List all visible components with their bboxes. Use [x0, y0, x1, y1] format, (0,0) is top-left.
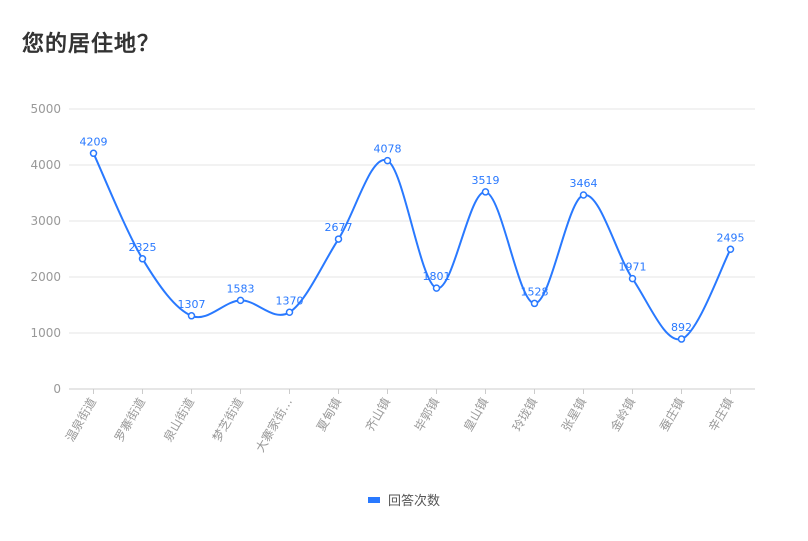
data-label: 1528	[521, 285, 549, 298]
x-tick-label: 毕郭镇	[412, 396, 442, 434]
x-tick-label: 温泉街道	[63, 396, 99, 445]
chart-legend[interactable]: 回答次数	[0, 490, 808, 509]
data-point	[432, 284, 441, 292]
data-label: 2495	[717, 231, 745, 244]
x-tick-label: 夏甸镇	[314, 396, 344, 434]
data-label: 3464	[570, 177, 598, 190]
x-tick-label: 玲珑镇	[510, 396, 540, 434]
data-point	[530, 299, 539, 308]
x-tick-label: 梦芝街道	[209, 395, 246, 444]
data-point	[726, 245, 735, 254]
data-label: 3519	[472, 174, 500, 187]
data-point	[481, 188, 490, 196]
data-point	[628, 274, 637, 283]
x-tick-label: 大寨家街…	[252, 395, 295, 454]
x-tick-label: 蚕庄镇	[656, 395, 687, 434]
data-label: 1971	[619, 261, 647, 274]
y-tick-label: 5000	[30, 102, 61, 116]
y-tick-label: 4000	[30, 158, 61, 172]
x-tick-label: 张星镇	[559, 396, 589, 434]
y-tick-label: 3000	[30, 214, 61, 228]
data-point	[334, 235, 343, 243]
y-tick-label: 1000	[30, 326, 61, 340]
data-label: 4078	[374, 143, 402, 156]
x-tick-label: 泉山街道	[161, 396, 197, 445]
data-point	[236, 296, 245, 305]
x-tick-label: 皇山镇	[461, 396, 491, 434]
legend-swatch	[367, 496, 380, 503]
data-label: 1801	[423, 270, 451, 283]
y-tick-label: 2000	[30, 270, 61, 284]
data-point	[383, 156, 392, 165]
chart-title: 您的居住地？	[22, 32, 161, 57]
y-tick-label: 0	[53, 382, 61, 396]
data-label: 1583	[227, 282, 255, 295]
x-tick-label: 金岭镇	[607, 395, 638, 434]
x-tick-label: 罗寨街道	[111, 395, 148, 444]
data-label: 1307	[178, 298, 206, 311]
data-label: 2325	[129, 241, 157, 254]
data-label: 2677	[325, 221, 353, 234]
data-label: 4209	[80, 135, 108, 148]
x-tick-label: 齐山镇	[362, 395, 393, 434]
data-point	[187, 312, 196, 320]
data-point	[138, 255, 147, 263]
data-label: 892	[671, 321, 692, 334]
data-point	[285, 308, 294, 317]
data-point	[677, 335, 686, 343]
series-line	[92, 152, 732, 341]
x-tick-label: 辛庄镇	[705, 395, 736, 434]
data-point	[89, 149, 98, 158]
data-label: 1370	[276, 294, 304, 307]
data-point	[579, 191, 588, 199]
legend-label: 回答次数	[387, 494, 440, 509]
